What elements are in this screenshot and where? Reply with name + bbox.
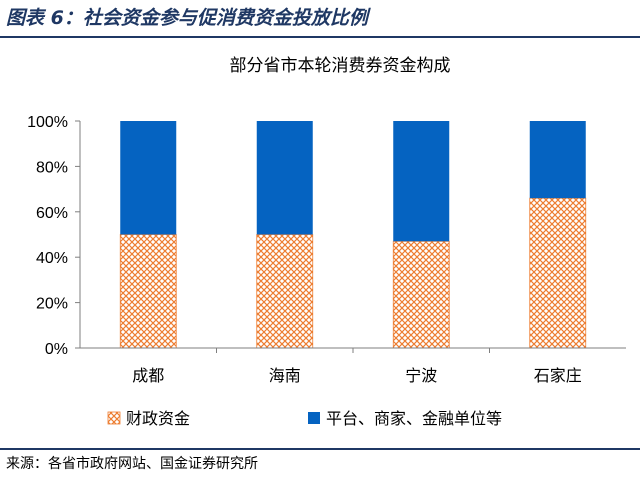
bar-platform-2 xyxy=(393,121,450,242)
source-rule xyxy=(0,448,640,450)
bar-fiscal-3 xyxy=(529,197,587,349)
bar-platform-1 xyxy=(256,121,313,235)
bar-fiscal-1 xyxy=(256,234,314,349)
chart-title: 部分省市本轮消费券资金构成 xyxy=(230,56,451,76)
y-tick-label: 20% xyxy=(36,296,68,313)
x-category-label: 石家庄 xyxy=(534,366,582,385)
bar-platform-0 xyxy=(120,121,177,235)
figure-title: 图表 6：社会资金参与促消费资金投放比例 xyxy=(6,7,368,29)
bar-fiscal-0 xyxy=(119,234,177,349)
x-category-label: 成都 xyxy=(132,366,164,385)
legend-swatch-0 xyxy=(107,411,121,425)
y-tick-label: 60% xyxy=(36,205,68,222)
y-tick-label: 80% xyxy=(36,159,68,176)
stacked-bar-chart: 部分省市本轮消费券资金构成 0% 20% 40% 60% 80% 100% 成都 海南 宁波 石… xyxy=(27,56,626,428)
bar-platform-3 xyxy=(529,121,586,199)
source-note: 来源：各省市政府网站、国金证券研究所 xyxy=(6,456,258,472)
title-rule xyxy=(0,36,640,38)
legend-label-0: 财政资金 xyxy=(126,409,190,428)
legend-label-1: 平台、商家、金融单位等 xyxy=(326,409,502,428)
legend-swatch-1 xyxy=(308,412,320,424)
y-tick-label: 100% xyxy=(27,114,68,131)
y-tick-label: 0% xyxy=(45,341,68,358)
x-category-label: 宁波 xyxy=(405,366,437,385)
y-tick-label: 40% xyxy=(36,250,68,267)
x-category-label: 海南 xyxy=(269,366,301,385)
bar-fiscal-2 xyxy=(392,240,450,349)
